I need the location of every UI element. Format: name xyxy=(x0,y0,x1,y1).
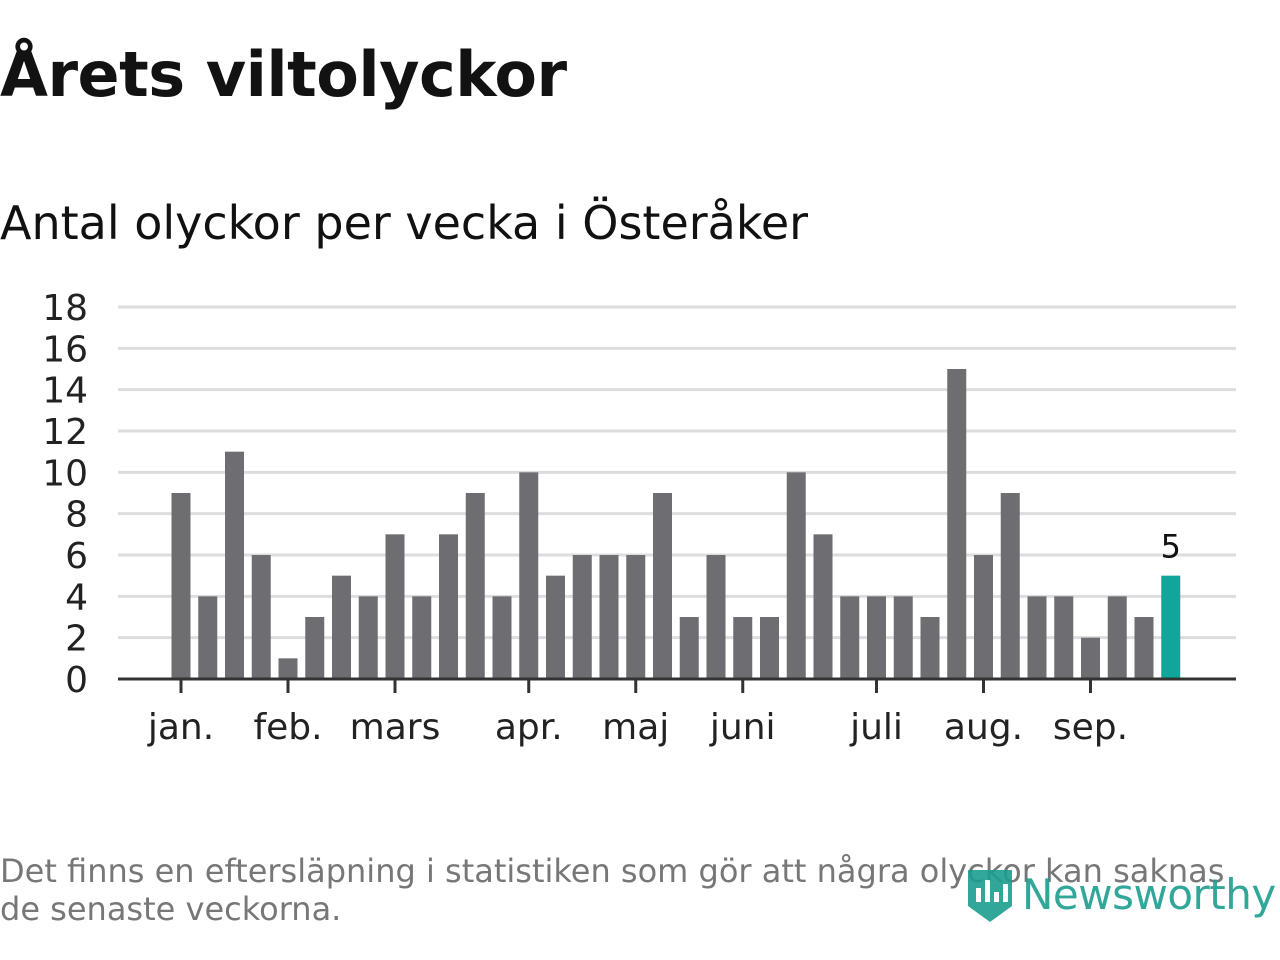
x-tick-label: feb. xyxy=(253,707,322,748)
bar-highlight xyxy=(1161,575,1181,679)
bar xyxy=(465,493,485,679)
bar xyxy=(893,596,913,679)
bar xyxy=(251,555,271,679)
bar xyxy=(278,658,298,679)
bar xyxy=(813,534,833,679)
y-tick-label: 12 xyxy=(42,412,88,453)
bar xyxy=(572,555,592,679)
x-tick-label: mars xyxy=(350,707,441,748)
bar xyxy=(706,555,726,679)
bar xyxy=(760,617,779,679)
bar xyxy=(1054,596,1074,679)
x-tick-label: juni xyxy=(709,707,776,748)
data-label: 5 xyxy=(1161,528,1181,566)
x-tick-label: jan. xyxy=(147,707,214,748)
bar xyxy=(1081,637,1100,679)
y-tick-label: 16 xyxy=(42,329,88,370)
y-tick-label: 14 xyxy=(42,371,88,412)
y-tick-label: 4 xyxy=(65,577,88,618)
bar xyxy=(358,596,378,679)
bar xyxy=(492,596,512,679)
bar xyxy=(920,617,940,679)
bar xyxy=(733,617,753,679)
chart-title: Årets viltolyckor xyxy=(0,38,567,111)
y-tick-label: 2 xyxy=(65,619,88,660)
bar xyxy=(519,472,539,679)
bar xyxy=(867,596,886,679)
bar xyxy=(412,596,432,679)
bar xyxy=(1027,596,1047,679)
bar xyxy=(171,493,191,679)
bar xyxy=(439,534,458,679)
chart-subtitle: Antal olyckor per vecka i Österåker xyxy=(0,196,809,250)
x-tick-label: maj xyxy=(602,707,669,748)
bar xyxy=(653,493,672,679)
bar xyxy=(599,555,619,679)
bar xyxy=(546,575,565,679)
newsworthy-logo-icon xyxy=(968,870,1012,922)
bar xyxy=(1107,596,1127,679)
bar xyxy=(385,534,405,679)
y-tick-label: 0 xyxy=(65,660,88,701)
brand-name: Newsworthy xyxy=(1022,869,1276,919)
bar xyxy=(679,617,699,679)
bar xyxy=(1000,493,1020,679)
brand-logo: Newsworthy xyxy=(964,862,1276,926)
x-tick-label: apr. xyxy=(495,707,563,748)
bar xyxy=(1134,617,1154,679)
y-tick-label: 10 xyxy=(42,453,88,494)
bar xyxy=(974,555,993,679)
bar xyxy=(305,617,325,679)
bar xyxy=(198,596,218,679)
bar xyxy=(840,596,860,679)
bar xyxy=(626,555,646,679)
bar xyxy=(332,575,351,679)
bar xyxy=(786,472,806,679)
x-tick-label: juli xyxy=(849,707,903,748)
y-tick-label: 6 xyxy=(65,536,88,577)
x-tick-label: sep. xyxy=(1053,707,1128,748)
x-tick-label: aug. xyxy=(944,707,1023,748)
y-tick-label: 18 xyxy=(42,288,88,329)
bar xyxy=(225,451,244,679)
bar xyxy=(947,369,967,679)
footnote: Det finns en eftersläpning i statistiken… xyxy=(0,852,1225,928)
y-tick-label: 8 xyxy=(65,495,88,536)
